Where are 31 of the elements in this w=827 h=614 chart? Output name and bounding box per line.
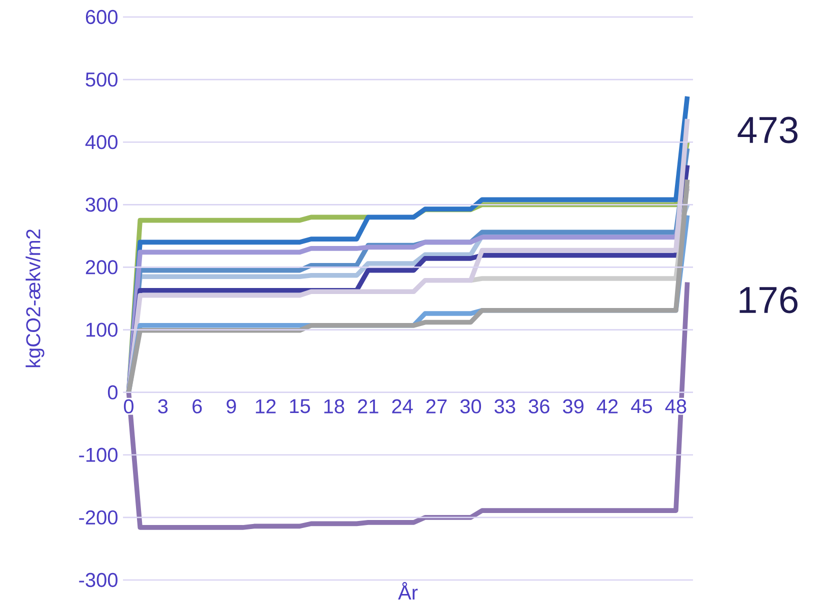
x-tick-label: 3: [158, 399, 168, 414]
x-tick-label: 21: [358, 399, 378, 414]
y-tick-label: 500: [86, 72, 118, 87]
y-tick-label: -100: [79, 448, 118, 462]
text: 176: [740, 286, 798, 314]
x-tick-label: 24: [392, 399, 413, 414]
x-tick-label: 15: [290, 399, 310, 414]
x-tick-label: 45: [631, 399, 652, 414]
text: 473: [738, 116, 798, 144]
x-tick-label: 42: [596, 399, 618, 414]
x-tick-label: 33: [494, 399, 516, 414]
y-axis-title: kgCO2-ækv/m2: [26, 229, 44, 368]
x-tick-label: 0: [124, 399, 134, 414]
x-tick-label: 12: [256, 399, 276, 414]
y-tick-label: 100: [86, 322, 118, 337]
y-tick-label: -200: [79, 510, 118, 525]
x-tick-label: 9: [226, 399, 236, 414]
x-tick-label: 36: [528, 399, 550, 414]
y-tick-label: 200: [86, 260, 118, 274]
x-tick-label: 27: [426, 399, 447, 414]
x-tick-label: 39: [562, 399, 584, 414]
x-tick-label: 18: [324, 399, 344, 414]
x-tick-label: 30: [460, 399, 482, 414]
y-tick-label: -300: [79, 572, 118, 588]
y-tick-label: 600: [86, 10, 118, 24]
y-tick-label: 0: [108, 385, 118, 400]
y-tick-label: 300: [86, 198, 118, 212]
x-tick-label: 6: [192, 399, 202, 414]
x-tick-label: 48: [665, 399, 686, 414]
y-tick-label: 400: [85, 135, 118, 150]
x-axis-title: År: [398, 582, 418, 600]
